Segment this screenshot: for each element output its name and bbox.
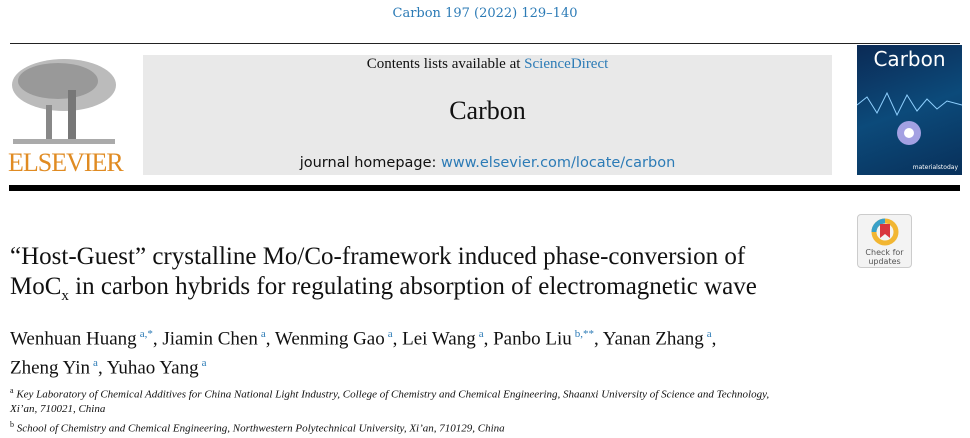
contents-line: Contents lists available at ScienceDirec… <box>143 56 832 73</box>
masthead-rule <box>9 185 960 191</box>
aff-text: School of Chemistry and Chemical Enginee… <box>16 422 505 435</box>
cover-title: Carbon <box>873 47 946 71</box>
author[interactable]: Yuhao Yang <box>106 357 199 379</box>
affiliation-b: b School of Chemistry and Chemical Engin… <box>10 420 505 435</box>
author-affiliation-mark[interactable]: a <box>478 328 484 340</box>
author-affiliation-mark[interactable]: a <box>93 357 98 370</box>
author[interactable]: Zheng Yin <box>10 357 91 379</box>
publisher-logo-text: ELSEVIER <box>8 148 124 177</box>
author[interactable]: Yanan Zhang <box>602 328 704 350</box>
article-title: “Host-Guest” crystalline Mo/Co-framework… <box>10 242 850 311</box>
affiliation-a: a Key Laboratory of Chemical Additives f… <box>10 386 769 401</box>
author-affiliation-mark[interactable]: a <box>706 328 712 340</box>
sciencedirect-link[interactable]: ScienceDirect <box>524 56 609 72</box>
running-head[interactable]: Carbon 197 (2022) 129–140 <box>392 6 578 21</box>
cover-graphic <box>857 91 962 145</box>
aff-text: Key Laboratory of Chemical Additives for… <box>16 388 770 401</box>
cover-publisher: materialstoday <box>912 164 958 171</box>
homepage-link[interactable]: www.elsevier.com/locate/carbon <box>441 155 676 171</box>
author[interactable]: Wenming Gao <box>274 328 385 350</box>
author-affiliation-mark[interactable]: a <box>387 328 393 340</box>
author-list: Wenhuan Huang a,*, Jiamin Chen a, Wenming … <box>10 328 717 379</box>
aff-label: b <box>10 420 14 429</box>
author[interactable]: Panbo Liu <box>493 328 572 350</box>
author[interactable]: Wenhuan Huang <box>10 328 137 350</box>
author-affiliation-mark[interactable]: b,** <box>574 328 594 340</box>
author-affiliation-mark[interactable]: a <box>201 357 207 370</box>
title-sub: x <box>61 288 69 304</box>
affiliation-a-cont: Xi’an, 710021, China <box>10 403 106 415</box>
journal-cover-image[interactable]: Carbon materialstoday <box>857 45 962 175</box>
contents-prefix: Contents lists available at <box>366 56 525 72</box>
author-affiliation-mark[interactable]: a <box>260 328 266 340</box>
elsevier-tree-logo <box>8 55 120 177</box>
title-line-1: “Host-Guest” crystalline Mo/Co-framework… <box>10 243 746 270</box>
journal-title: Carbon <box>449 96 526 125</box>
title-rest: in carbon hybrids for regulating absorpt… <box>68 273 757 300</box>
homepage-line: journal homepage: www.elsevier.com/locat… <box>143 155 832 171</box>
author-affiliation-mark[interactable]: a,* <box>139 328 153 340</box>
crossmark-icon <box>871 218 898 246</box>
check-line2: updates <box>868 257 901 266</box>
author[interactable]: Jiamin Chen <box>162 328 258 350</box>
homepage-prefix: journal homepage: <box>299 155 442 171</box>
check-for-updates-button[interactable]: Check for updates <box>857 214 912 268</box>
masthead-box <box>143 55 832 175</box>
divider <box>10 43 960 44</box>
author[interactable]: Lei Wang <box>402 328 476 350</box>
title-moc: MoC <box>10 273 62 300</box>
aff-label: a <box>10 386 14 395</box>
check-line1: Check for <box>865 248 904 257</box>
